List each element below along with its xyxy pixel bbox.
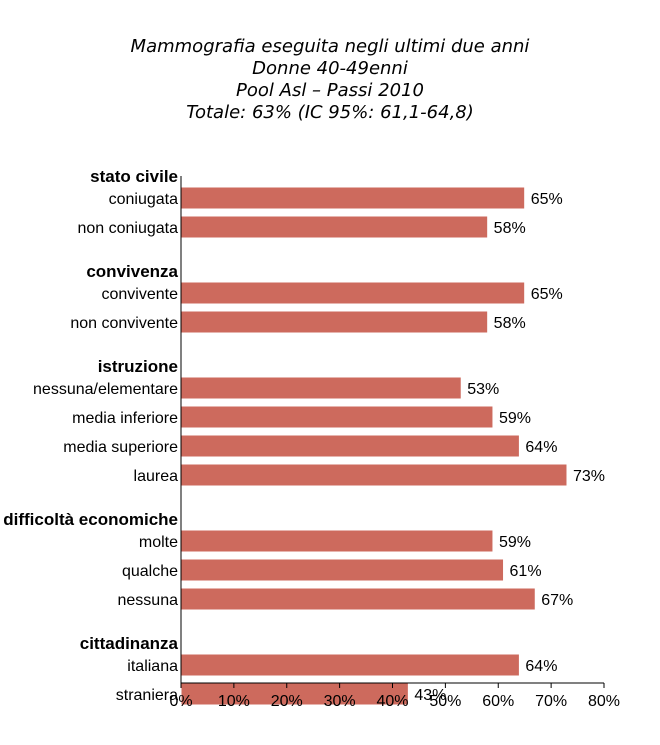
category-label: nessuna/elementare [33, 381, 178, 398]
data-label: 64% [525, 439, 557, 456]
chart-title-line: Donne 40-49enni [252, 58, 408, 79]
bar [180, 653, 520, 677]
data-label: 67% [541, 592, 573, 609]
chart-title-line: Pool Asl – Passi 2010 [236, 80, 424, 101]
category-label: non coniugata [77, 220, 178, 237]
x-tick-label: 60% [482, 693, 514, 710]
chart-title: Mammografia eseguita negli ultimi due an… [131, 36, 530, 123]
data-label: 59% [499, 534, 531, 551]
bar [180, 463, 568, 487]
x-tick-label: 20% [271, 693, 303, 710]
data-label: 59% [499, 410, 531, 427]
bar [180, 186, 526, 210]
category-label: media superiore [63, 439, 178, 456]
x-tick-label: 50% [429, 693, 461, 710]
group-label: stato civile [90, 167, 178, 186]
x-tick-label: 0% [169, 693, 192, 710]
category-label: non convivente [70, 315, 178, 332]
bar [180, 405, 494, 429]
data-label: 53% [467, 381, 499, 398]
bar [180, 529, 494, 553]
category-label: convivente [102, 286, 179, 303]
x-tick-label: 10% [218, 693, 250, 710]
chart-title-line: Totale: 63% (IC 95%: 61,1-64,8) [186, 102, 474, 123]
group-label: difficoltà economiche [3, 510, 178, 529]
x-tick-label: 40% [376, 693, 408, 710]
x-tick-label: 80% [588, 693, 620, 710]
group-label: convivenza [86, 262, 178, 281]
data-label: 65% [531, 191, 563, 208]
group-label: istruzione [98, 357, 178, 376]
x-axis: 0% 10% 20% 30% 40% 50% 60% 70% 80% [169, 176, 620, 710]
category-label: coniugata [109, 191, 178, 208]
data-label: 65% [531, 286, 563, 303]
data-label: 58% [494, 315, 526, 332]
data-label: 58% [494, 220, 526, 237]
chart-title-line: Mammografia eseguita negli ultimi due an… [131, 36, 530, 57]
category-label: molte [139, 534, 178, 551]
data-label: 73% [573, 468, 605, 485]
chart-rows: stato civile coniugata 65% non coniugata 58%… [3, 167, 605, 706]
bar [180, 434, 520, 458]
category-label: laurea [134, 468, 179, 485]
category-label: media inferiore [72, 410, 178, 427]
category-label: nessuna [118, 592, 179, 609]
bar [180, 215, 489, 239]
x-tick-label: 70% [535, 693, 567, 710]
bar [180, 376, 462, 400]
x-tick-label: 30% [324, 693, 356, 710]
category-label: straniera [116, 687, 178, 704]
data-label: 61% [510, 563, 542, 580]
group-label: cittadinanza [80, 634, 179, 653]
bar [180, 587, 536, 611]
category-label: italiana [127, 658, 178, 675]
data-label: 64% [525, 658, 557, 675]
data-label: 43% [414, 687, 446, 704]
category-label: qualche [122, 563, 178, 580]
bar [180, 281, 526, 305]
bar [180, 558, 505, 582]
bar [180, 310, 489, 334]
